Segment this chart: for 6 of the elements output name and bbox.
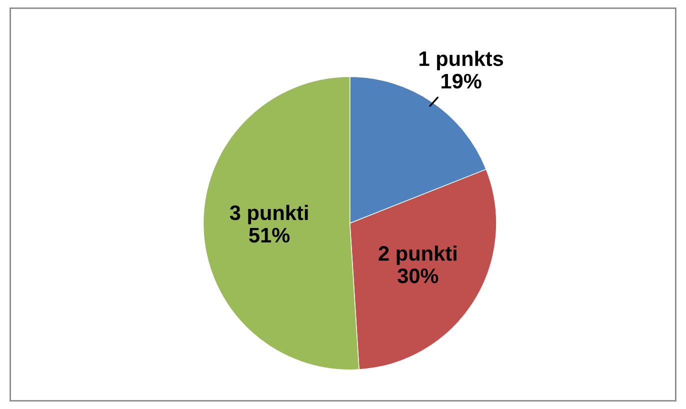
slice-label: 3 punkti: [230, 204, 308, 224]
data-label: 51%: [249, 228, 290, 243]
data-label: 30%: [398, 268, 438, 284]
data-label: 19%: [442, 74, 482, 89]
slice-label: 2 punkti: [378, 246, 456, 265]
slice-label: 1 punkts: [420, 50, 504, 70]
